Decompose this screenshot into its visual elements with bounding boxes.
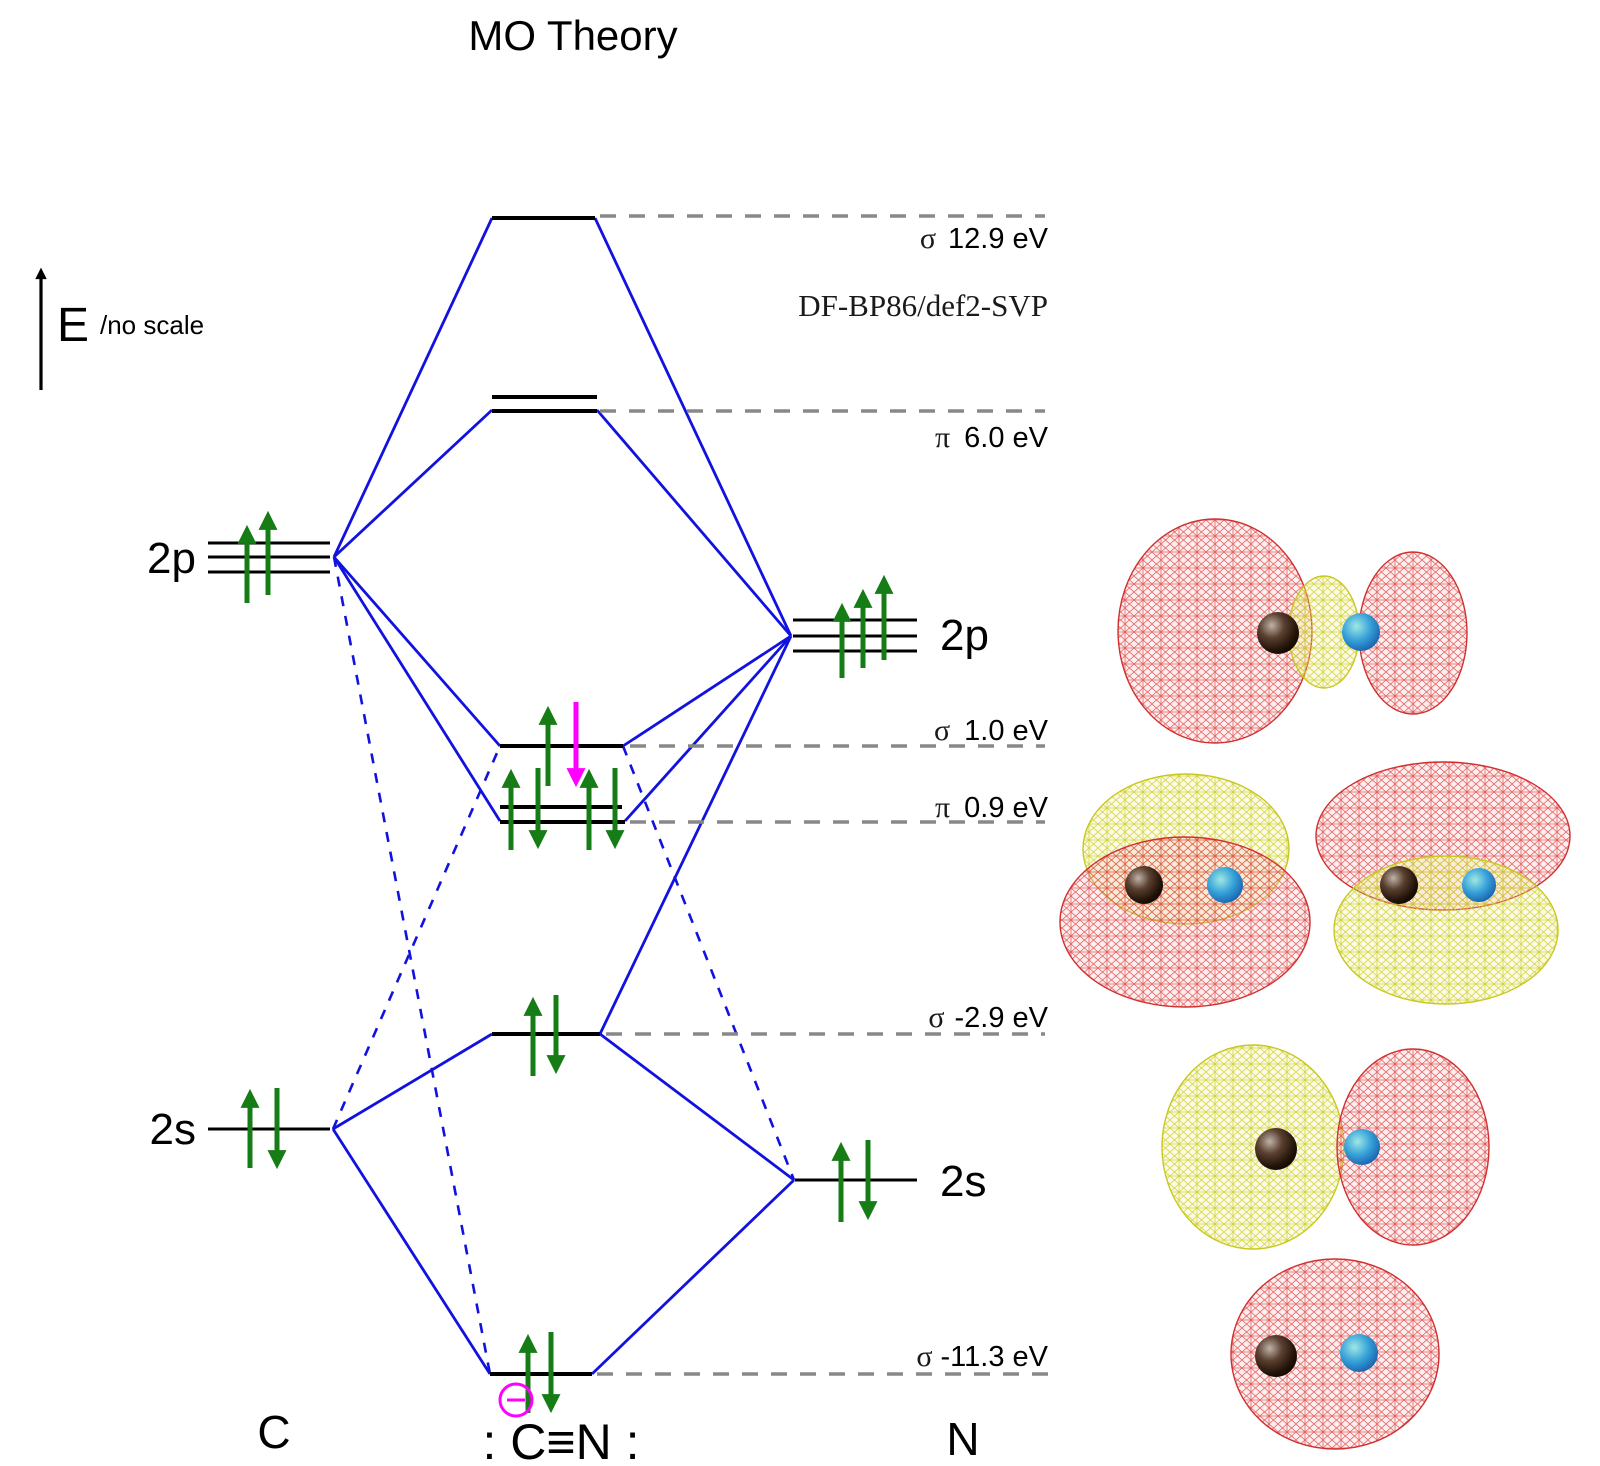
c2p-to-sigma-star-line <box>332 217 494 558</box>
nitrogen-atom-sphere <box>1344 1129 1380 1165</box>
carbon-atom-sphere <box>1255 1128 1297 1170</box>
sigma1-energy-label: σ -11.3 eV <box>916 1340 1048 1373</box>
correlation-lines <box>331 217 796 1376</box>
pi-star-energy-label: π 6.0 eV <box>935 421 1049 454</box>
page-title: MO Theory <box>468 12 677 59</box>
carbon-atom-sphere <box>1257 612 1299 654</box>
energy-axis-note: /no scale <box>100 310 204 340</box>
orbital-lobe-yellow-left <box>1161 1044 1345 1250</box>
sigma3-energy-label: σ 1.0 eV <box>934 714 1049 747</box>
n2p-to-sigma3-line <box>622 634 792 748</box>
orbital-rendering-sigma2 <box>1161 1044 1490 1250</box>
c2s-to-sigma1-line <box>331 1128 492 1375</box>
sigma2-energy-label: σ -2.9 eV <box>928 1001 1048 1034</box>
n2s-to-sigma1-line <box>591 1178 795 1376</box>
n2p-to-pi-line <box>623 635 793 822</box>
c2p-to-pi-star-line <box>333 408 493 559</box>
nitrogen-2p-level <box>793 618 917 653</box>
carbon-2s-label: 2s <box>150 1105 196 1154</box>
n2p-to-pi-star-line <box>595 409 793 637</box>
carbon-atom-sphere <box>1125 866 1163 904</box>
c2s-to-sigma2-line <box>332 1032 493 1131</box>
nitrogen-2s-label: 2s <box>940 1157 986 1206</box>
carbon-atom-sphere <box>1255 1335 1297 1377</box>
pi-energy-label: π 0.9 eV <box>935 791 1049 824</box>
orbital-rendering-pi-b <box>1315 761 1571 1005</box>
nitrogen-2p-label: 2p <box>940 611 989 660</box>
method-label: DF-BP86/def2-SVP <box>798 288 1048 323</box>
pi-star-level <box>492 395 597 413</box>
sigma-star-energy-label: σ 12.9 eV <box>920 222 1049 255</box>
orbital-lobe-red-right <box>1336 1048 1490 1246</box>
orbital-lobe-red <box>1230 1258 1440 1450</box>
nitrogen-atom-sphere <box>1342 613 1380 651</box>
cyanide-formula-label: : C≡N : <box>483 1414 640 1466</box>
carbon-atom-sphere <box>1380 866 1418 904</box>
orbital-rendering-pi-a <box>1059 773 1311 1008</box>
nitrogen-atom-sphere <box>1207 867 1243 903</box>
carbon-atom-label: C <box>257 1406 290 1458</box>
negative-charge-icon <box>498 1382 534 1418</box>
orbital-rendering-sigma1 <box>1230 1258 1440 1450</box>
pi-level <box>500 805 625 824</box>
nitrogen-atom-sphere <box>1340 1334 1378 1372</box>
c2s-to-sigma3-minor-line <box>331 745 502 1130</box>
c2p-to-sigma3-line <box>332 556 502 747</box>
mo-energy-labels: σ 12.9 eV π 6.0 eV σ 1.0 eV π 0.9 eV σ -2.9 e… <box>916 222 1048 1373</box>
nitrogen-atom-label: N <box>946 1413 979 1465</box>
energy-guide-lines <box>597 214 1048 1376</box>
n2p-to-sigma2-line <box>598 635 793 1035</box>
energy-axis-label: E <box>57 299 89 352</box>
c2p-to-pi-line <box>332 556 502 822</box>
orbital-lobe-yellow-bottom <box>1333 855 1559 1005</box>
energy-axis: E /no scale <box>35 267 204 390</box>
electron-arrows <box>237 510 894 1414</box>
n2p-to-sigma-star-line <box>593 217 793 637</box>
charge-circle <box>498 1382 534 1418</box>
orbital-rendering-sigma3 <box>1117 518 1468 744</box>
n2s-to-sigma3-minor-line <box>621 745 796 1181</box>
nitrogen-atom-sphere <box>1462 868 1496 902</box>
orbital-lobe-red-bottom <box>1059 836 1311 1008</box>
n2s-to-sigma2-line <box>599 1032 795 1182</box>
carbon-2p-label: 2p <box>147 534 196 583</box>
